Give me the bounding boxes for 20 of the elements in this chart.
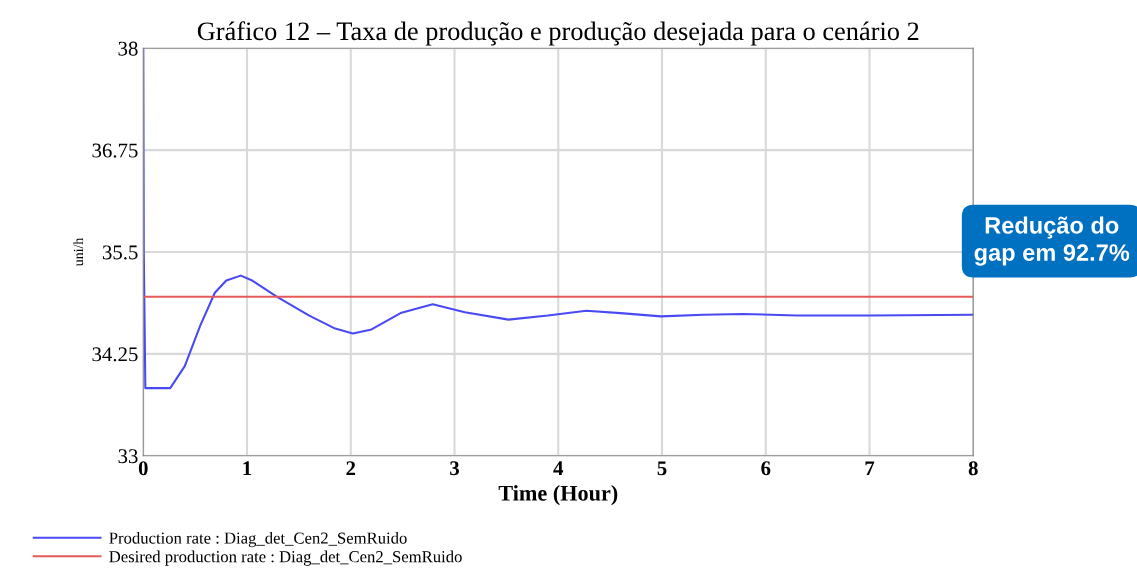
legend-label: Production rate : Diag_det_Cen2_SemRuido [109,531,407,548]
chart-title: Gráfico 12 – Taxa de produção e produção desejada para o cenário 2 [197,21,919,46]
legend-label: Desired production rate : Diag_det_Cen2_SemRuido [109,550,462,566]
y-axis-title: uni/h [73,237,84,267]
x-tick-label: 5 [657,461,667,476]
x-tick-label: 2 [346,461,356,476]
y-tick-label: 36.75 [92,143,138,158]
x-tick-label: 7 [865,461,875,476]
y-tick-label: 34.25 [92,347,138,362]
x-tick-label: 0 [138,461,148,476]
x-tick-label: 6 [761,461,771,476]
y-tick-label: 35.5 [102,245,138,260]
y-tick-label: 33 [118,449,138,464]
x-axis-title: Time (Hour) [498,485,618,506]
x-tick-label: 3 [450,461,460,476]
text: Redução do gap em 92.7% [974,216,1130,266]
x-tick-label: 8 [968,461,978,476]
y-tick-label: 38 [118,41,138,56]
x-tick-label: 1 [243,461,252,476]
x-tick-label: 4 [553,461,564,476]
